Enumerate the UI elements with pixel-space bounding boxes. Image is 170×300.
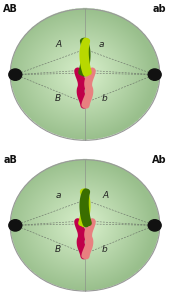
Text: ab: ab [153,4,167,14]
Text: A: A [102,191,108,200]
Text: A: A [55,40,61,49]
Circle shape [148,69,161,80]
Text: b: b [102,245,108,254]
Circle shape [9,220,22,231]
Text: aB: aB [3,155,17,165]
Text: Ab: Ab [152,155,167,165]
Text: B: B [55,94,61,103]
Text: AB: AB [3,4,18,14]
Circle shape [9,69,22,80]
Text: a: a [99,40,104,49]
Circle shape [148,220,161,231]
Text: B: B [55,245,61,254]
Text: b: b [102,94,108,103]
Text: a: a [56,191,61,200]
